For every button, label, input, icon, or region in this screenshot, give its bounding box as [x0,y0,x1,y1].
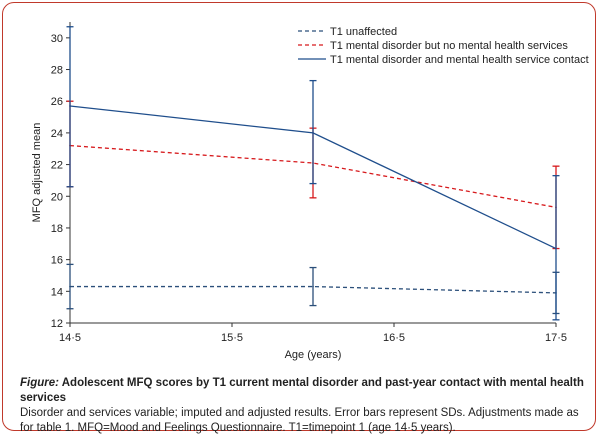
caption-title-text: Adolescent MFQ scores by T1 current ment… [20,377,584,404]
y-tick-label: 20 [51,191,63,203]
data-point [69,285,71,288]
series-line [69,144,557,208]
y-tick-label: 22 [51,160,63,172]
x-tick-label: 16·5 [383,332,405,344]
figure-caption: Figure: Adolescent MFQ scores by T1 curr… [20,376,586,436]
series-line [70,285,557,294]
caption-body: Disorder and services variable; imputed … [20,407,579,434]
data-point [312,285,314,288]
data-point [69,105,71,107]
x-ticks: 14·5 15·5 16·5 17·5 [59,323,567,344]
series-2 [66,26,560,321]
y-tick-label: 24 [51,128,63,140]
x-axis-label: Age (years) [285,349,342,361]
y-tick-label: 18 [51,223,63,235]
y-tick-label: 14 [51,286,63,298]
line-chart: 12 14 16 18 20 22 24 26 28 30 14·5 15·5 16·5 17·5 MF… [31,22,589,361]
y-tick-label: 26 [51,96,63,108]
y-tick-label: 28 [51,65,63,77]
x-tick-label: 17·5 [545,332,567,344]
legend-entry: T1 unaffected [330,26,397,38]
figure-frame [2,2,596,431]
data-point [312,132,314,134]
legend-entry: T1 mental disorder but no mental health … [330,40,568,52]
y-tick-label: 16 [51,255,63,267]
caption-figure-label: Figure: [20,377,59,389]
series-0 [66,263,560,315]
legend: T1 unaffected T1 mental disorder but no m… [298,26,589,66]
series-layer [66,26,560,321]
x-tick-label: 14·5 [59,332,81,344]
caption-title: Figure: Adolescent MFQ scores by T1 curr… [20,376,586,406]
legend-entry: T1 mental disorder and mental health ser… [330,54,589,66]
y-ticks: 12 14 16 18 20 22 24 26 28 30 [51,33,70,330]
x-tick-label: 15·5 [221,332,243,344]
y-axis-label: MFQ adjusted mean [31,123,43,223]
y-tick-label: 12 [51,318,63,330]
y-tick-label: 30 [51,33,63,45]
data-point [555,247,557,250]
